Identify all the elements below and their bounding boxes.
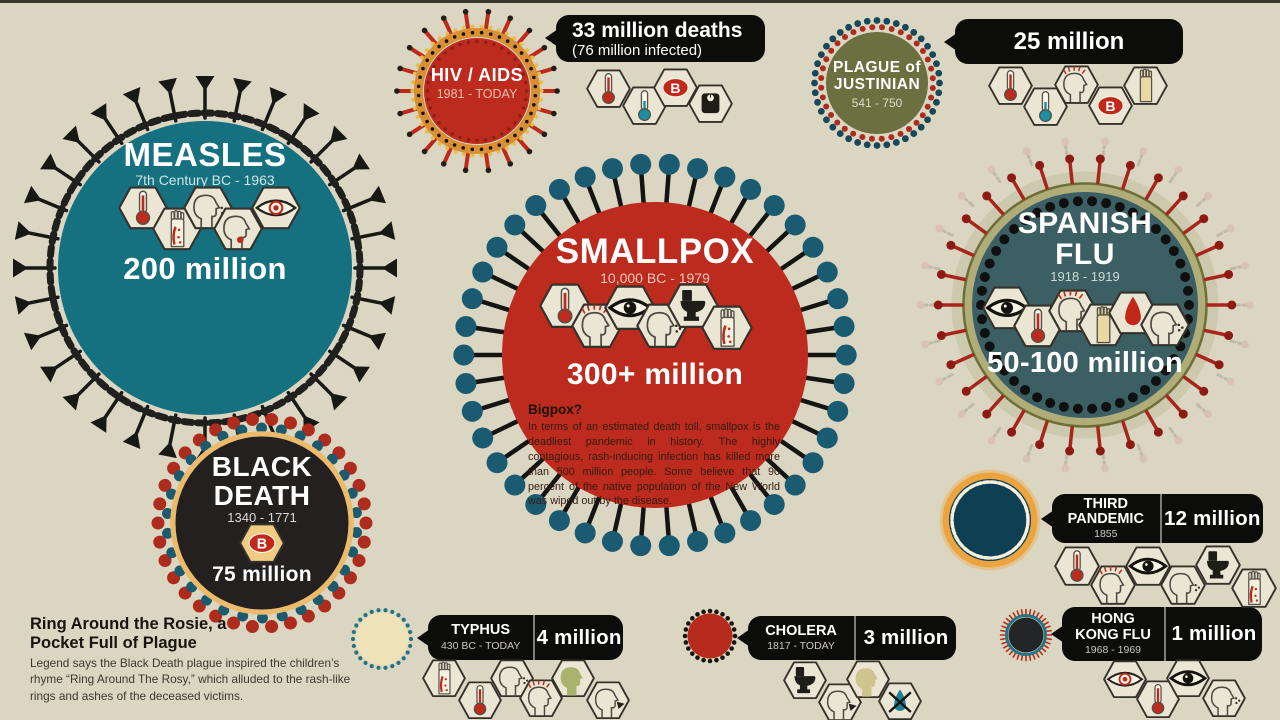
eye-black-icon	[1125, 546, 1171, 586]
smallpox-dates: 10,000 BC - 1979	[600, 270, 710, 286]
cough-head-icon	[1202, 679, 1246, 717]
sore-throat-head-icon	[213, 207, 263, 251]
rash-arm-icon	[1231, 568, 1277, 608]
rash-arm-icon	[701, 305, 753, 351]
bubble-tail	[545, 29, 558, 47]
cholera-bubble: CHOLERA 1817 - TODAY 3 million	[737, 616, 956, 660]
typhus-bubble: TYPHUS 430 BC - TODAY 4 million	[417, 615, 623, 660]
swollen-glands-b-icon	[652, 68, 698, 108]
pale-hand-icon	[1122, 66, 1168, 106]
measles-title: MEASLES	[123, 136, 287, 173]
dehydration-drop-icon	[878, 682, 922, 720]
bubble-divider	[1164, 607, 1166, 661]
smallpox-death-toll: 300+ million	[566, 358, 744, 391]
bubble-divider	[533, 615, 536, 660]
bubble-divider	[1159, 494, 1162, 543]
thermometer-red-icon	[458, 681, 502, 719]
hiv-aids-dates: 1981 - TODAY	[436, 87, 518, 101]
black-death-dates: 1340 - 1771	[227, 510, 297, 525]
bubble-tail	[1041, 509, 1054, 528]
thermometer-red-icon	[987, 66, 1033, 106]
headache-head-icon	[1090, 565, 1136, 605]
eye-red-icon	[251, 186, 301, 230]
typhus-dates: 430 BC - TODAY	[440, 639, 521, 652]
hong-kong-flu-death-toll: 1 million	[1171, 622, 1257, 645]
rash-arm-icon	[422, 659, 466, 697]
hiv-aids-death-toll: 33 million deaths	[572, 19, 743, 42]
spanish-flu-title: SPANISH FLU	[1017, 207, 1153, 271]
third-pandemic-dates: 1855	[1094, 528, 1118, 541]
justinian-death-bubble: 25 million	[944, 19, 1183, 64]
third-pandemic-death-toll: 12 million	[1164, 506, 1261, 530]
spanish-flu-dates: 1918 - 1919	[1050, 269, 1120, 284]
typhus-death-toll: 4 million	[536, 625, 622, 649]
black-death-death-toll: 75 million	[212, 563, 312, 586]
hiv-aids-infected-count: (76 million infected)	[572, 42, 703, 60]
bubble-tail	[944, 32, 957, 51]
footnote-title: Ring Around the Rosie, a Pocket Full of …	[30, 615, 227, 653]
cough-head-icon	[1160, 565, 1206, 605]
typhus-title: TYPHUS	[451, 622, 511, 639]
footnote-body: Legend says the Black Death plague inspi…	[30, 656, 351, 703]
bubble-tail	[417, 628, 430, 647]
bubble-tail	[737, 629, 750, 647]
eye-red-icon	[1103, 660, 1147, 698]
hiv-aids-title: HIV / AIDS	[430, 65, 524, 85]
hong-kong-flu-title: HONG KONG FLU	[1075, 611, 1151, 643]
bubble-divider	[854, 616, 857, 660]
swollen-glands-b-icon	[239, 523, 285, 563]
vomit-head-icon	[586, 681, 630, 719]
bubble-tail	[1051, 625, 1064, 643]
justinian-dates: 541 - 750	[851, 96, 903, 110]
thermometer-red-icon	[585, 69, 631, 109]
weight-scale-icon	[687, 84, 733, 124]
third-pandemic-title: THIRD PANDEMIC	[1067, 495, 1144, 527]
cholera-title: CHOLERA	[765, 622, 837, 639]
swollen-glands-b-icon	[1087, 86, 1133, 126]
measles-death-toll: 200 million	[123, 251, 287, 286]
hiv-aids-death-bubble: 33 million deaths (76 million infected)	[545, 15, 765, 62]
toilet-icon	[1195, 545, 1241, 585]
eye-black-icon	[1166, 659, 1210, 697]
delirium-head-tan-icon	[846, 660, 890, 698]
thermometer-red-icon	[1054, 546, 1100, 586]
headache-head-icon	[1053, 65, 1099, 105]
delirium-head-green-icon	[551, 659, 595, 697]
headache-head-icon	[519, 679, 563, 717]
smallpox-note-title: Bigpox?	[528, 402, 582, 417]
black-death-title: BLACK DEATH	[211, 451, 313, 511]
justinian-title: PLAGUE of JUSTINIAN	[832, 59, 922, 94]
toilet-icon	[783, 661, 827, 699]
spanish-flu-death-toll: 50-100 million	[987, 347, 1183, 379]
cholera-death-toll: 3 million	[863, 626, 949, 649]
hong-kong-flu-bubble: HONG KONG FLU 1968 - 1969 1 million	[1051, 607, 1262, 661]
cough-head-icon	[1140, 303, 1190, 347]
third-pandemic-bubble: THIRD PANDEMIC 1855 12 million	[1041, 494, 1263, 543]
hong-kong-flu-dates: 1968 - 1969	[1084, 643, 1142, 656]
smallpox-note-body: In terms of an estimated death toll, sma…	[528, 421, 780, 508]
thermometer-red-icon	[1013, 304, 1063, 348]
justinian-death-toll: 25 million	[1013, 27, 1125, 55]
cholera-dates: 1817 - TODAY	[767, 640, 835, 653]
measles-dates: 7th Century BC - 1963	[135, 172, 275, 188]
smallpox-title: SMALLPOX	[555, 232, 755, 271]
